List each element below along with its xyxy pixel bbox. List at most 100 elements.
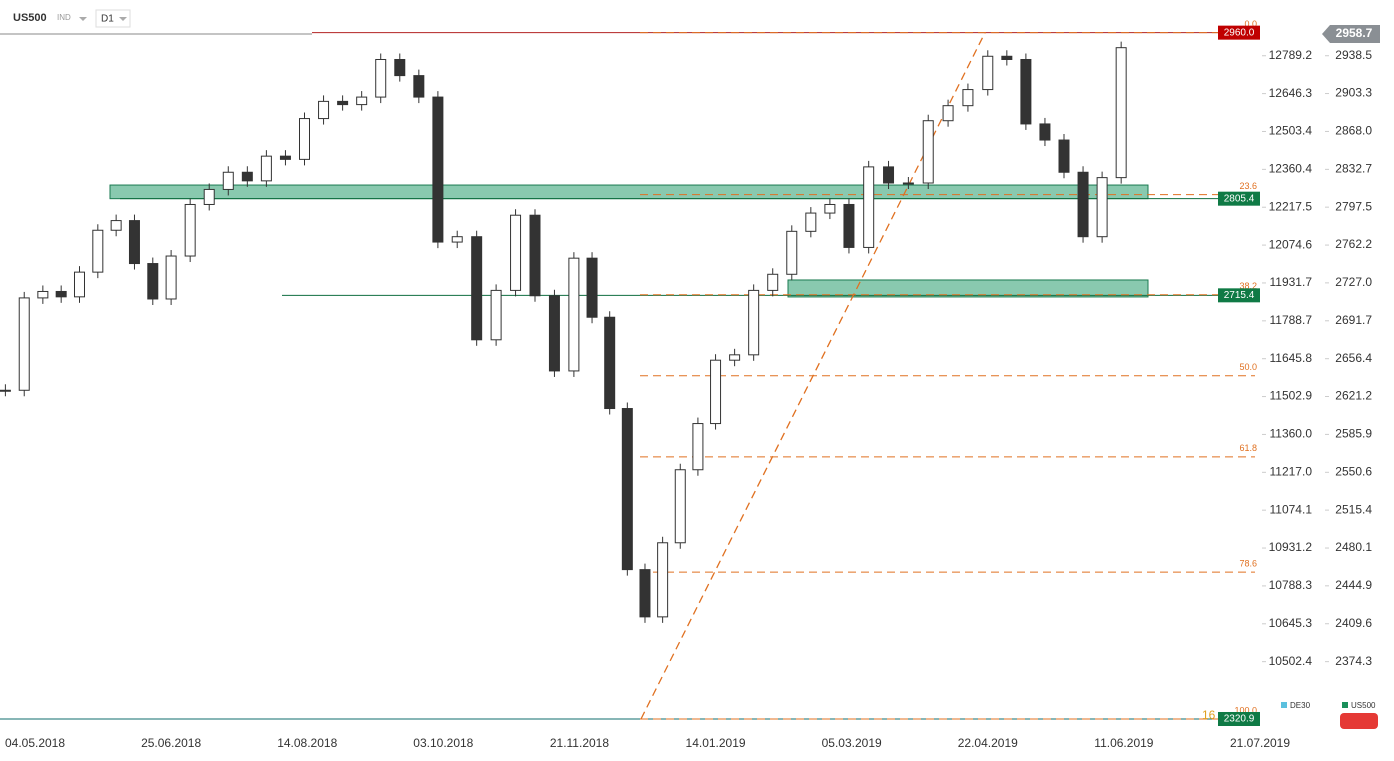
candle	[621, 408, 633, 571]
candle	[299, 118, 310, 160]
legend-swatch	[1281, 702, 1287, 708]
price-tag-label: 2715.4	[1224, 290, 1255, 301]
legend-swatch	[1342, 702, 1348, 708]
last-price-tag	[1322, 25, 1380, 44]
x-tick-label: 21.11.2018	[550, 736, 609, 750]
last-price: 2958.7	[1336, 26, 1373, 40]
y-tick-label: 2374.3	[1335, 654, 1372, 668]
candle	[1096, 177, 1108, 238]
candle	[729, 354, 741, 361]
price-tag-label: 2805.4	[1224, 193, 1255, 204]
candle	[1058, 139, 1070, 173]
candle	[490, 289, 502, 341]
candle	[451, 236, 463, 243]
fib-label: 50.0	[1239, 362, 1257, 372]
annotation: 16	[1202, 708, 1216, 722]
candle	[1115, 47, 1127, 179]
y2-tick-label: 11931.7	[1270, 275, 1313, 289]
y-tick-label: 2550.6	[1335, 464, 1372, 478]
candle	[55, 290, 67, 298]
y2-tick-label: 11217.0	[1270, 464, 1313, 478]
y-tick-label: 2621.2	[1335, 389, 1372, 403]
x-tick-label: 14.01.2019	[686, 736, 746, 750]
x-tick-label: 04.05.2018	[5, 736, 65, 750]
candle	[0, 389, 11, 392]
candle	[824, 203, 836, 214]
y-tick-label: 2832.7	[1335, 162, 1372, 176]
candle	[1020, 58, 1032, 125]
caret[interactable]	[119, 17, 127, 21]
candle	[92, 229, 104, 273]
y-tick-label: 2938.5	[1335, 48, 1372, 62]
y2-tick-label: 12503.4	[1269, 124, 1313, 138]
button[interactable]	[1340, 713, 1378, 729]
candle	[147, 263, 159, 300]
y2-tick-label: 12646.3	[1269, 86, 1313, 100]
legend-label: US500	[1351, 701, 1376, 710]
y-tick-label: 2797.5	[1335, 199, 1372, 213]
x-tick-label: 03.10.2018	[413, 736, 473, 750]
interval: D1	[101, 14, 114, 25]
y2-tick-label: 10645.3	[1269, 616, 1313, 630]
candle	[375, 58, 387, 98]
caret[interactable]	[79, 17, 87, 21]
candle	[222, 171, 234, 190]
candle	[767, 273, 779, 291]
zone	[787, 279, 1149, 298]
candle	[748, 289, 760, 356]
candle	[962, 89, 974, 107]
y2-tick-label: 11502.9	[1270, 389, 1313, 403]
x-tick-label: 22.04.2019	[958, 736, 1018, 750]
candle	[241, 171, 253, 182]
candle	[128, 220, 140, 265]
candle	[318, 100, 330, 120]
candle	[902, 182, 914, 185]
y-tick-label: 2691.7	[1335, 313, 1372, 327]
candle	[184, 203, 196, 257]
y-tick-label: 2480.1	[1335, 540, 1372, 554]
y2-tick-label: 12360.4	[1269, 162, 1313, 176]
candle	[674, 469, 686, 544]
candle	[203, 188, 215, 205]
price-tag-label: 2960.0	[1224, 27, 1255, 38]
candle	[1039, 123, 1051, 141]
candle	[786, 230, 798, 275]
candle	[657, 542, 669, 618]
candle	[586, 257, 598, 318]
y-tick-label: 2903.3	[1335, 86, 1372, 100]
candle	[510, 214, 522, 291]
candle	[37, 290, 49, 299]
candle	[529, 214, 541, 297]
candle	[260, 155, 272, 182]
candle	[73, 271, 85, 298]
candle	[863, 166, 875, 248]
symbol: US500	[13, 12, 47, 24]
y-tick-label: 2409.6	[1335, 616, 1372, 630]
fib-label: 23.6	[1239, 181, 1257, 191]
price-tag	[1218, 711, 1260, 726]
candle	[805, 212, 817, 232]
fib-label: 38.2	[1239, 281, 1257, 291]
y-tick-label: 2656.4	[1335, 351, 1372, 365]
candle	[110, 220, 122, 231]
candle	[604, 316, 616, 410]
candle	[356, 96, 368, 106]
fib-label: 100.0	[1234, 705, 1257, 715]
y2-tick-label: 11074.1	[1270, 502, 1313, 516]
x-tick-label: 25.06.2018	[141, 736, 201, 750]
candle	[165, 255, 177, 300]
candle	[413, 75, 425, 98]
fib-label: 0.0	[1244, 19, 1257, 29]
y-tick-label: 2868.0	[1335, 124, 1372, 138]
y-tick-label: 2762.2	[1335, 237, 1372, 251]
fib-label: 61.8	[1239, 443, 1257, 453]
candle	[710, 359, 722, 425]
candle	[692, 423, 704, 471]
interval-box[interactable]	[95, 9, 131, 28]
zone	[109, 184, 1149, 200]
candle	[982, 55, 994, 91]
y2-tick-label: 11360.0	[1270, 427, 1313, 441]
y-tick-label: 2515.4	[1335, 502, 1372, 516]
y2-tick-label: 11645.8	[1270, 351, 1313, 365]
candle	[843, 203, 855, 248]
